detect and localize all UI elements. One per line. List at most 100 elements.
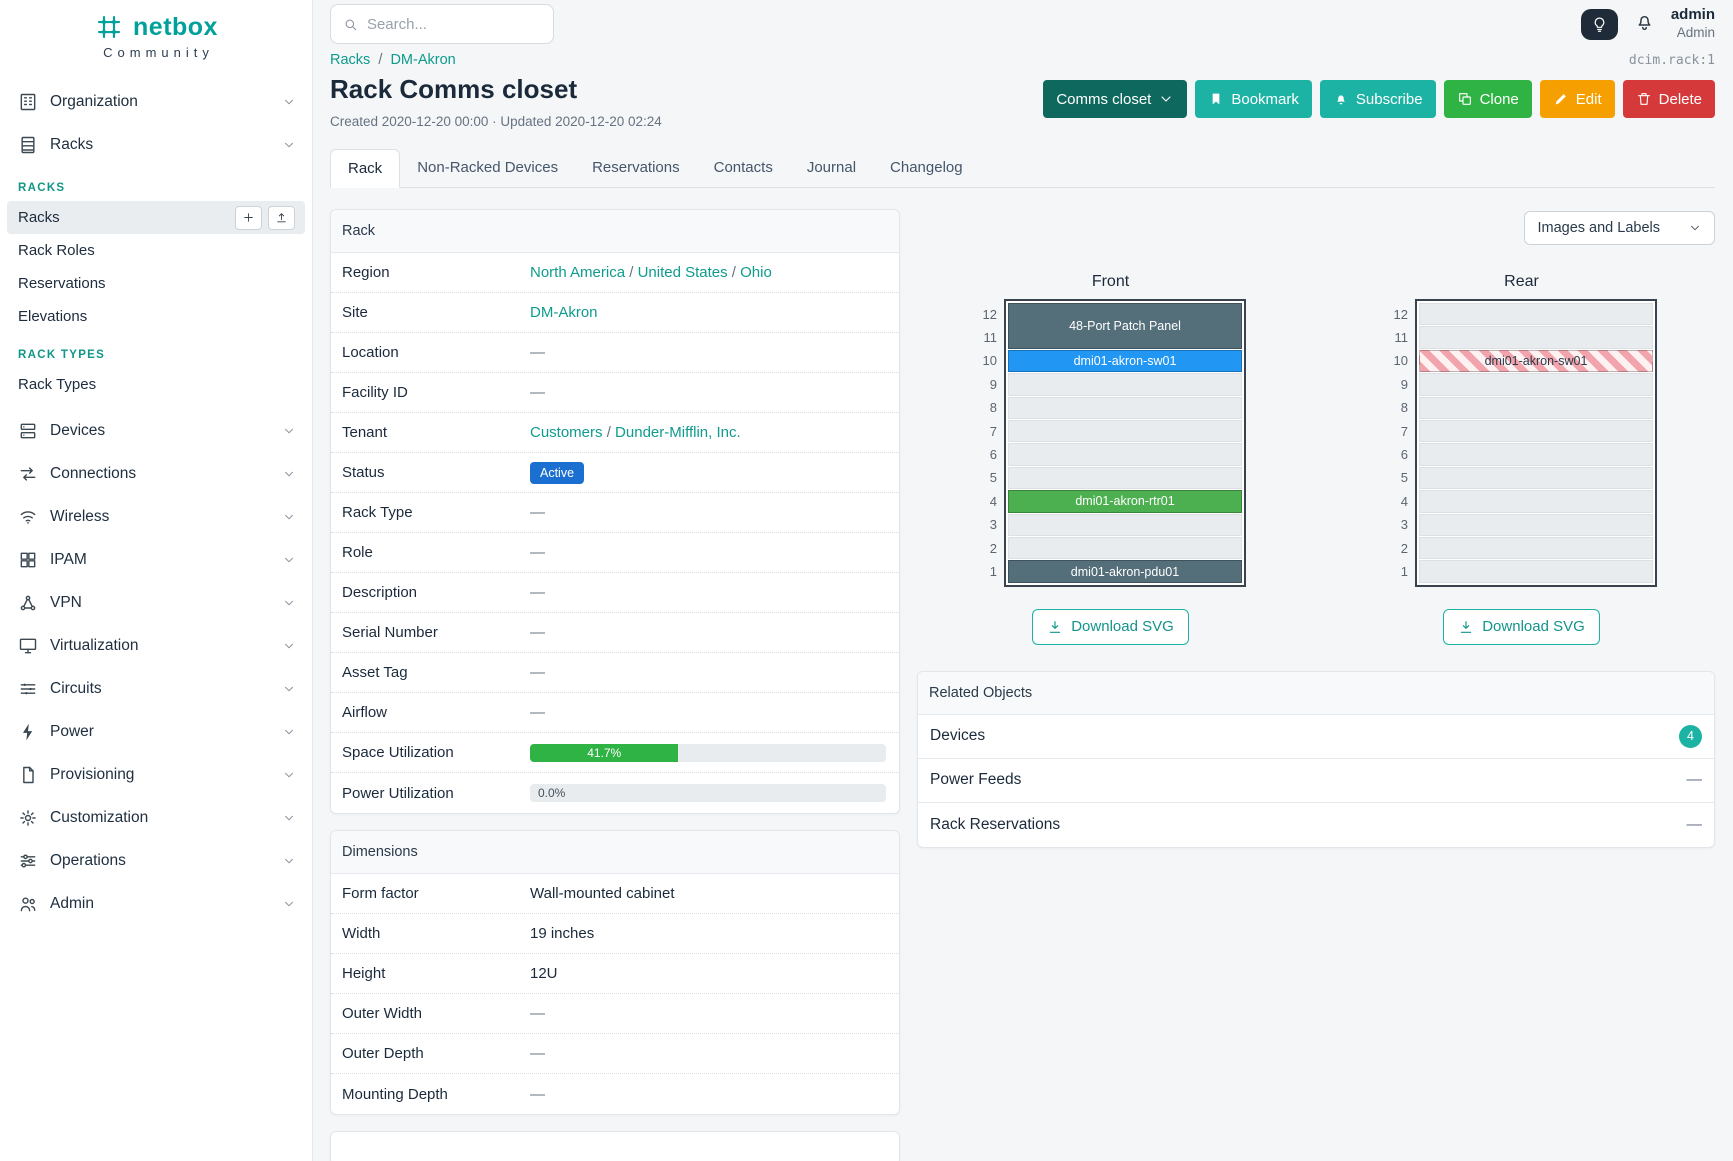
sidebar-item-reservations[interactable]: Reservations [0, 267, 312, 300]
power-utilization-bar: 0.0% [530, 784, 886, 802]
breadcrumb-link-site[interactable]: DM-Akron [390, 52, 456, 68]
search-input[interactable] [366, 15, 541, 33]
submenu-item-label: Elevations [18, 308, 88, 325]
sidebar-item-rack-roles[interactable]: Rack Roles [0, 234, 312, 267]
related-value: — [1686, 815, 1703, 833]
bookmark-button[interactable]: Bookmark [1195, 80, 1312, 118]
related-row-devices[interactable]: Devices 4 [918, 715, 1714, 759]
elevation-view-select[interactable]: Images and Labels [1524, 211, 1715, 245]
grid-icon [20, 552, 36, 567]
brand-name: netbox [133, 12, 218, 41]
tenant-link[interactable]: Dunder-Mifflin, Inc. [615, 424, 741, 441]
import-racks-button[interactable] [268, 205, 295, 230]
sidebar-item-admin[interactable]: Admin [0, 882, 312, 925]
chevron-down-icon [285, 729, 293, 734]
region-link[interactable]: United States [637, 264, 728, 281]
delete-button[interactable]: Delete [1622, 80, 1715, 118]
rack-unit-empty [1419, 490, 1653, 513]
sidebar-item-provisioning[interactable]: Provisioning [0, 753, 312, 796]
sidebar-item-label: Virtualization [50, 636, 139, 654]
download-svg-rear-button[interactable]: Download SVG [1443, 608, 1600, 645]
sidebar-item-wireless[interactable]: Wireless [0, 495, 312, 538]
unit-number: 8 [989, 400, 997, 416]
sidebar-item-label: Admin [50, 894, 94, 912]
sidebar-item-label: Racks [50, 135, 94, 153]
global-search[interactable] [330, 4, 554, 44]
clone-button[interactable]: Clone [1443, 80, 1532, 118]
sidebar-item-ipam[interactable]: IPAM [0, 538, 312, 581]
tab-contacts[interactable]: Contacts [713, 159, 773, 176]
tab-non-racked-devices[interactable]: Non-Racked Devices [417, 159, 559, 176]
tab-rack[interactable]: Rack [330, 149, 401, 188]
dimensions-card: Dimensions Form factor Wall-mounted cabi… [330, 830, 900, 1115]
sidebar-item-elevations[interactable]: Elevations [0, 300, 312, 333]
rack-device-rtr01[interactable]: dmi01-akron-rtr01 [1008, 490, 1242, 513]
power-utilization-label: 0.0% [538, 786, 566, 800]
download-icon [1460, 620, 1472, 633]
rack-unit-empty [1419, 513, 1653, 536]
unit-number: 7 [989, 423, 997, 439]
sidebar-item-label: VPN [50, 593, 82, 611]
download-svg-front-button[interactable]: Download SVG [1032, 608, 1189, 645]
unit-number: 10 [1393, 353, 1408, 369]
tab-journal[interactable]: Journal [806, 159, 857, 176]
rack-unit-empty [1419, 396, 1653, 419]
related-row-rack-reservations[interactable]: Rack Reservations — [918, 803, 1714, 847]
chevron-down-icon [285, 428, 293, 433]
attr-label: Asset Tag [342, 664, 408, 681]
sidebar-item-devices[interactable]: Devices [0, 409, 312, 452]
edit-button[interactable]: Edit [1539, 80, 1615, 118]
attr-label: Site [342, 304, 368, 321]
unit-number: 1 [1400, 563, 1408, 579]
chevron-down-icon [285, 99, 293, 104]
rack-unit-empty [1419, 419, 1653, 443]
region-link[interactable]: Ohio [740, 264, 772, 281]
chevron-down-icon [285, 858, 293, 863]
sidebar-item-vpn[interactable]: VPN [0, 581, 312, 624]
breadcrumb-link-racks[interactable]: Racks [330, 52, 371, 68]
related-row-power-feeds[interactable]: Power Feeds — [918, 759, 1714, 803]
user-menu[interactable]: admin Admin [1671, 6, 1715, 42]
tab-reservations[interactable]: Reservations [592, 159, 680, 176]
attr-label: Location [342, 344, 399, 361]
attr-label: Status [342, 464, 385, 481]
tenant-group-link[interactable]: Customers [530, 424, 603, 441]
chevron-down-icon [1691, 225, 1699, 231]
sidebar-item-organization[interactable]: Organization [0, 80, 312, 123]
sidebar-item-racks-list[interactable]: Racks [7, 201, 305, 234]
sidebar-item-customization[interactable]: Customization [0, 796, 312, 839]
rack-device-sw01-rear[interactable]: dmi01-akron-sw01 [1419, 349, 1653, 373]
related-label: Power Feeds [930, 771, 1022, 789]
bookmark-icon [1213, 93, 1220, 105]
region-link[interactable]: North America [530, 264, 626, 281]
netbox-logo[interactable]: netbox [0, 12, 312, 42]
sidebar-item-rack-types[interactable]: Rack Types [0, 368, 312, 401]
card-title: Related Objects [918, 671, 1714, 715]
add-rack-button[interactable] [235, 205, 262, 230]
attr-value: 19 inches [530, 925, 595, 942]
sidebar-item-connections[interactable]: Connections [0, 452, 312, 495]
theme-toggle-button[interactable] [1580, 8, 1618, 40]
tab-changelog[interactable]: Changelog [890, 159, 963, 176]
sidebar-item-operations[interactable]: Operations [0, 839, 312, 882]
related-value: — [1686, 771, 1703, 789]
sidebar-item-virtualization[interactable]: Virtualization [0, 624, 312, 667]
rack-select-dropdown[interactable]: Comms closet [1043, 80, 1188, 118]
sidebar-item-power[interactable]: Power [0, 710, 312, 753]
tab-content: Rack Region North America / United State… [330, 209, 1715, 1161]
sidebar-item-label: Organization [50, 92, 138, 110]
copy-icon [1458, 93, 1471, 105]
rack-device-pdu01[interactable]: dmi01-akron-pdu01 [1008, 560, 1242, 583]
attr-label: Tenant [342, 424, 388, 441]
sidebar-item-circuits[interactable]: Circuits [0, 667, 312, 710]
sidebar-item-racks[interactable]: Racks [0, 123, 312, 166]
site-link[interactable]: DM-Akron [530, 304, 598, 321]
subscribe-button[interactable]: Subscribe [1319, 80, 1436, 118]
attr-label: Role [342, 544, 373, 561]
notifications-button[interactable] [1634, 11, 1655, 37]
attr-value: 0.0% [530, 784, 888, 802]
attr-row-width: Width 19 inches [331, 914, 899, 954]
download-svg-label: Download SVG [1071, 618, 1174, 636]
rack-device-sw01[interactable]: dmi01-akron-sw01 [1008, 349, 1242, 373]
rack-device-patch-panel[interactable]: 48-Port Patch Panel [1008, 303, 1242, 349]
